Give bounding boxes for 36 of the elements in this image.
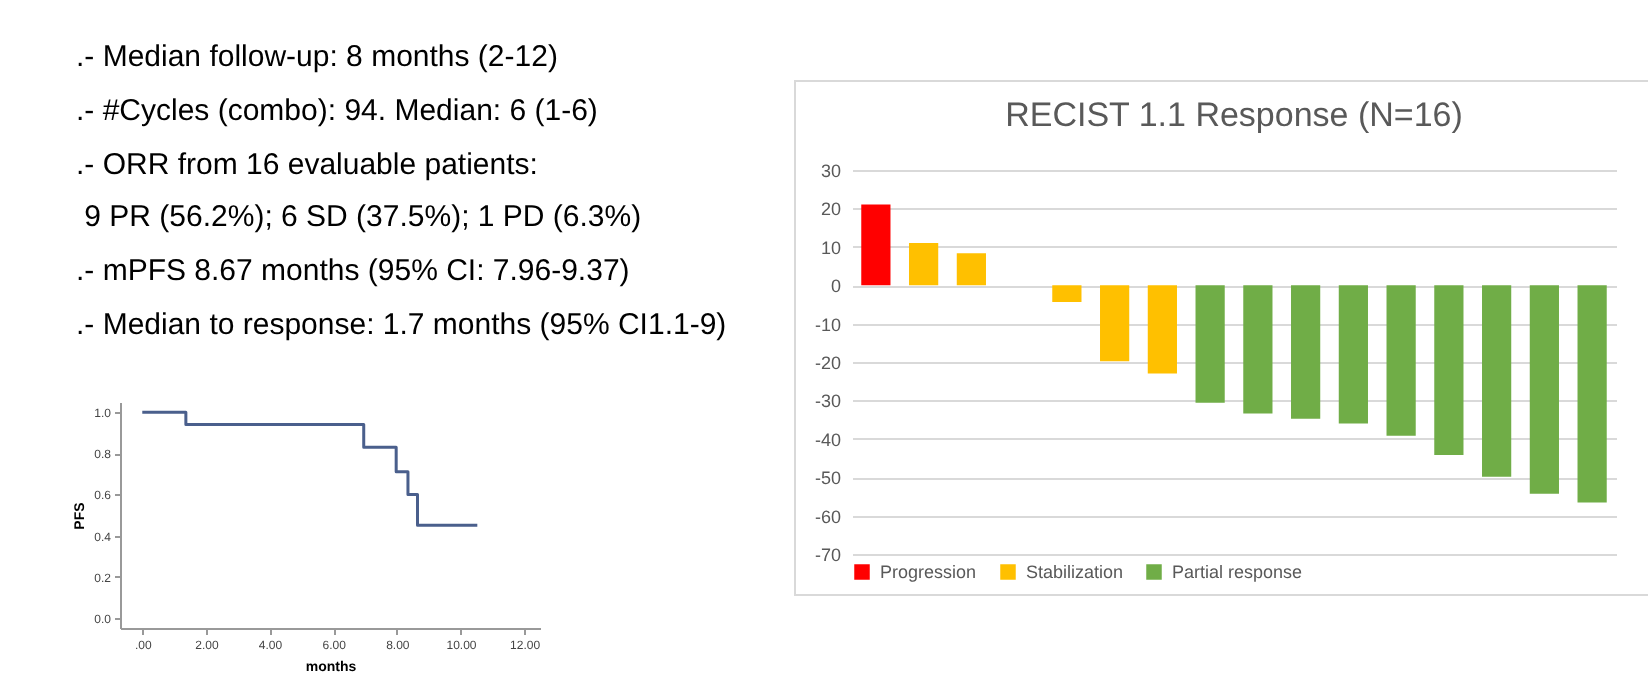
y-tick-label: -40: [814, 429, 841, 450]
text: .- mPFS 8.67 months (95% CI: 7.96-9.37): [76, 252, 632, 293]
bar: [956, 253, 986, 286]
y-tick-label: -50: [814, 468, 841, 489]
y-tick-label: 20: [820, 199, 841, 220]
legend-label: Stabilization: [1026, 562, 1124, 582]
y-tick-label: -30: [814, 391, 841, 412]
bar: [1434, 285, 1464, 455]
bar: [861, 204, 891, 286]
y-tick-label: 30: [820, 161, 841, 181]
y-tick-label: 0: [830, 276, 841, 297]
bar: [1052, 285, 1082, 303]
bar: [909, 242, 939, 286]
chart-title: RECIST 1.1 Response (N=16): [1005, 96, 1463, 134]
bar: [1577, 285, 1607, 503]
bar: [1291, 285, 1321, 419]
y-tick-label: -70: [814, 545, 841, 565]
bar: [1338, 285, 1368, 424]
y-tick-label: 10: [820, 237, 841, 258]
bar: [1100, 285, 1130, 362]
legend-label: Progression: [880, 562, 977, 582]
text: 9 PR (56.2%); 6 SD (37.5%); 1 PD (6.3%): [82, 198, 644, 239]
y-tick-label: -10: [814, 314, 841, 335]
y-tick-label: -60: [814, 506, 841, 527]
bar: [1243, 285, 1273, 414]
text: .- Median to response: 1.7 months (95% CI1.1-9): [76, 305, 727, 346]
text: .- Median follow-up: 8 months (2-12): [76, 38, 560, 78]
text: .- #Cycles (combo): 94. Median: 6 (1-6): [76, 91, 600, 132]
y-tick-label: -20: [814, 353, 841, 373]
bar: [1529, 285, 1559, 494]
bar: [1147, 285, 1177, 374]
legend-label: Partial response: [1172, 562, 1303, 582]
bar: [1195, 285, 1225, 403]
bar: [1386, 285, 1416, 436]
bar: [1482, 285, 1512, 477]
text: .- ORR from 16 evaluable patients:: [76, 145, 540, 186]
